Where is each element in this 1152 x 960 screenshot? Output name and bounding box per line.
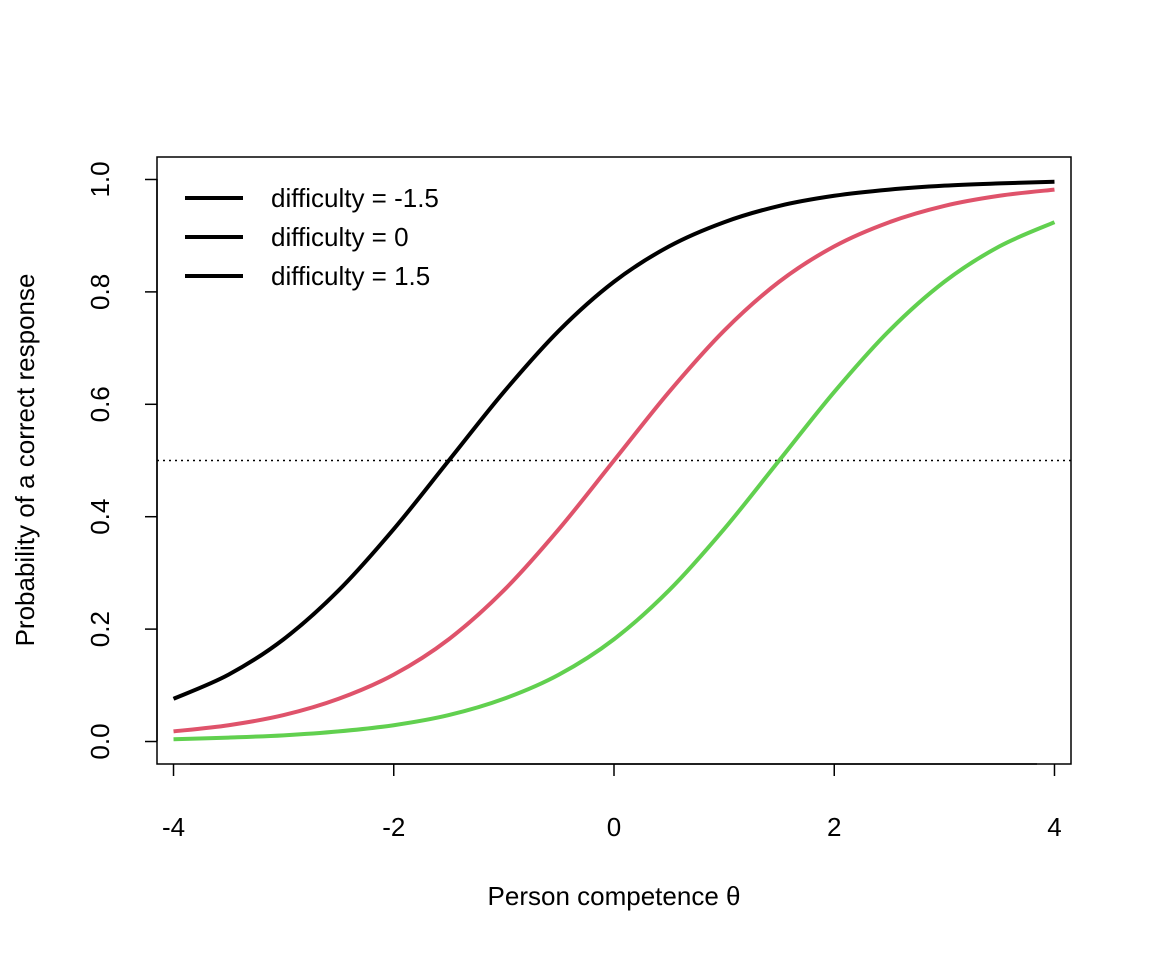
y-tick-label: 0.8	[85, 274, 115, 310]
x-tick-label: 0	[607, 812, 621, 842]
legend-label: difficulty = -1.5	[271, 183, 439, 213]
y-tick-label: 1.0	[85, 161, 115, 197]
x-axis-ticks: -4 -2 0 2 4	[162, 764, 1062, 842]
x-tick-label: -4	[162, 812, 185, 842]
y-tick-label: 0.4	[85, 499, 115, 535]
x-tick-label: 2	[827, 812, 841, 842]
legend-label: difficulty = 1.5	[271, 261, 430, 291]
x-tick-label: 4	[1047, 812, 1061, 842]
y-axis-ticks: 0.0 0.2 0.4 0.6 0.8 1.0	[85, 161, 157, 760]
series-lines	[172, 179, 1056, 742]
legend-label: difficulty = 0	[271, 222, 409, 252]
series-line-2	[173, 187, 1055, 734]
series-line-3	[173, 220, 1056, 742]
x-tick-label: -2	[382, 812, 405, 842]
y-tick-label: 0.0	[85, 723, 115, 759]
legend: difficulty = -1.5 difficulty = 0 difficult…	[185, 183, 439, 291]
y-tick-label: 0.6	[85, 386, 115, 422]
y-tick-label: 0.2	[85, 611, 115, 647]
y-axis-title: Probability of a correct response	[10, 274, 40, 647]
x-axis-title: Person competence θ	[488, 881, 741, 911]
series-line-1	[172, 179, 1055, 701]
